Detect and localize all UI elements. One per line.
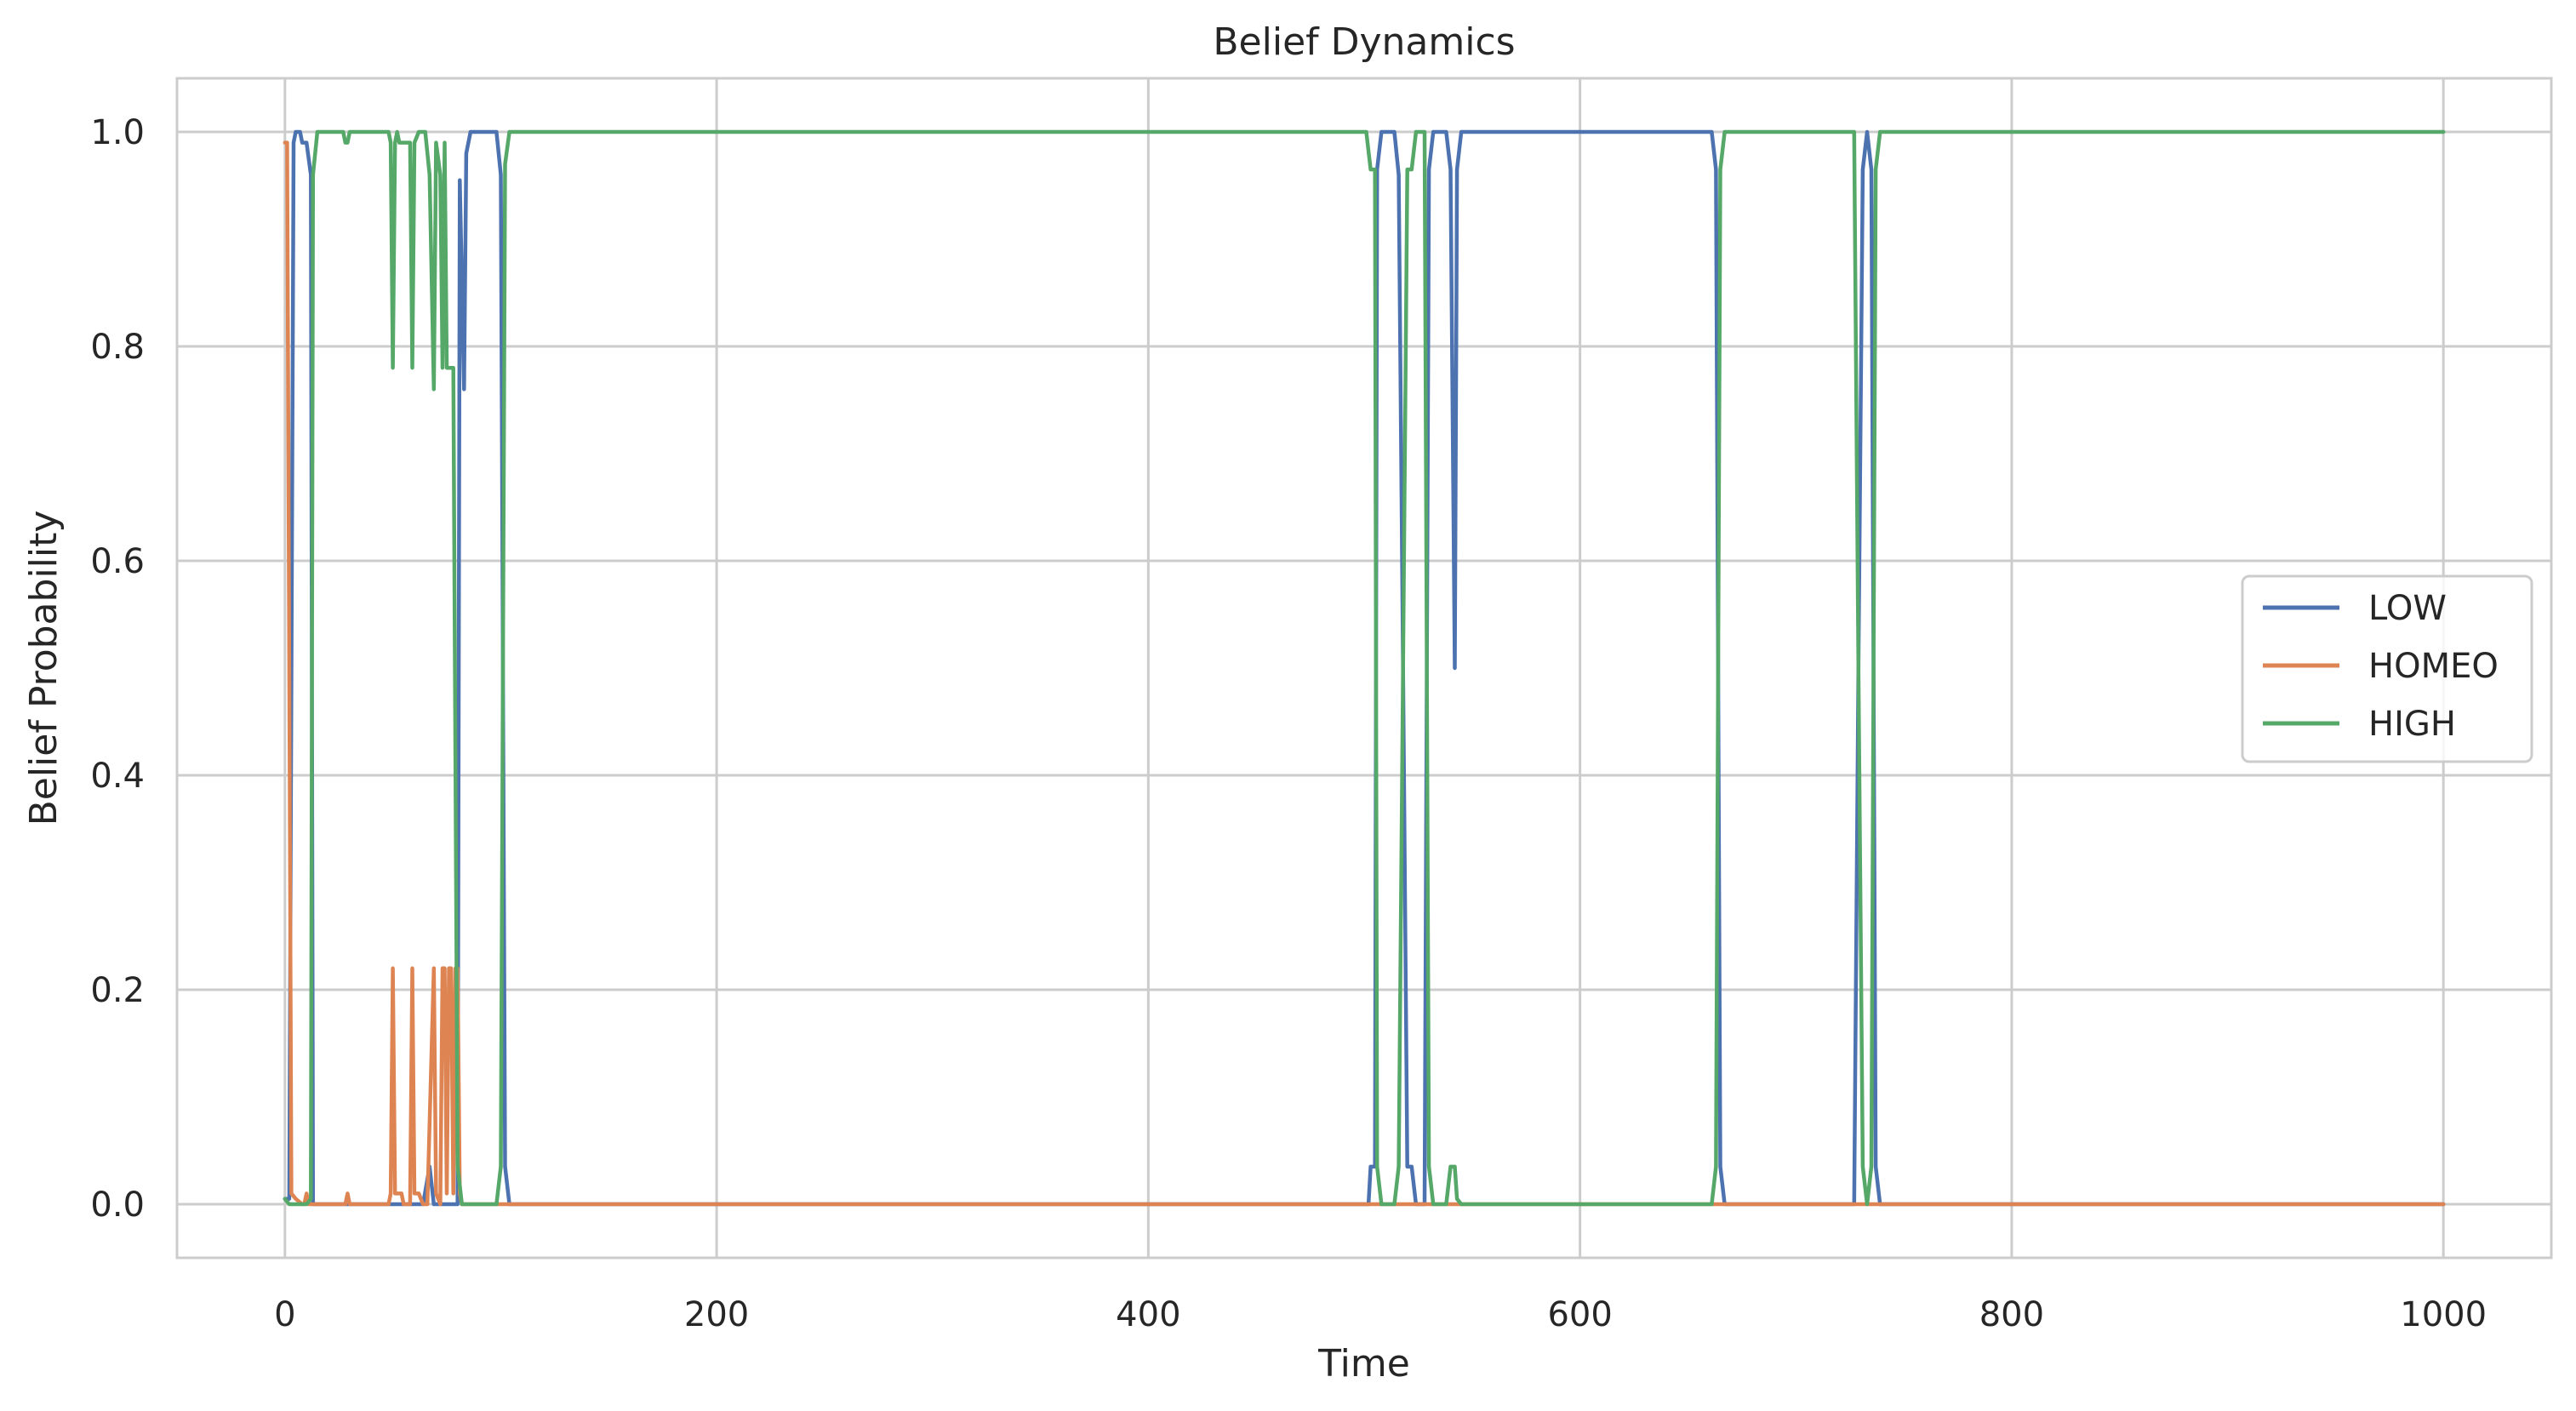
x-tick-label: 400 (1116, 1295, 1180, 1334)
y-tick-label: 0.4 (90, 757, 145, 796)
series-line-homeo (283, 140, 2446, 1207)
y-tick-label: 0.6 (90, 542, 145, 581)
y-tick-label: 0.0 (90, 1185, 145, 1225)
plot-background (177, 78, 2551, 1258)
x-tick-label: 0 (274, 1295, 295, 1334)
x-tick-label: 1000 (2400, 1295, 2487, 1334)
x-tick-label: 800 (1979, 1295, 2044, 1334)
y-tick-label: 0.8 (90, 328, 145, 367)
chart-title: Belief Dynamics (1213, 20, 1515, 64)
plot-frame (175, 77, 2553, 1260)
legend-label-high: HIGH (2368, 705, 2456, 744)
legend-box (2241, 574, 2533, 763)
y-tick-label: 1.0 (90, 113, 145, 152)
legend-label-homeo: HOMEO (2368, 647, 2499, 686)
tick-labels: 0 200 400 600 800 1000 0.0 0.2 0.4 0.6 0.8 1.0 (90, 113, 2487, 1334)
legend: LOW HOMEO HIGH (2241, 574, 2533, 763)
legend-entries: LOW HOMEO HIGH (2263, 589, 2499, 744)
series-line-high (283, 129, 2446, 1207)
data-series (283, 129, 2446, 1207)
x-tick-label: 200 (684, 1295, 749, 1334)
legend-label-low: LOW (2368, 589, 2447, 628)
x-axis-label: Time (1317, 1342, 1410, 1385)
y-axis-label: Belief Probability (22, 511, 66, 826)
x-tick-label: 600 (1547, 1295, 1612, 1334)
y-tick-label: 0.2 (90, 971, 145, 1010)
